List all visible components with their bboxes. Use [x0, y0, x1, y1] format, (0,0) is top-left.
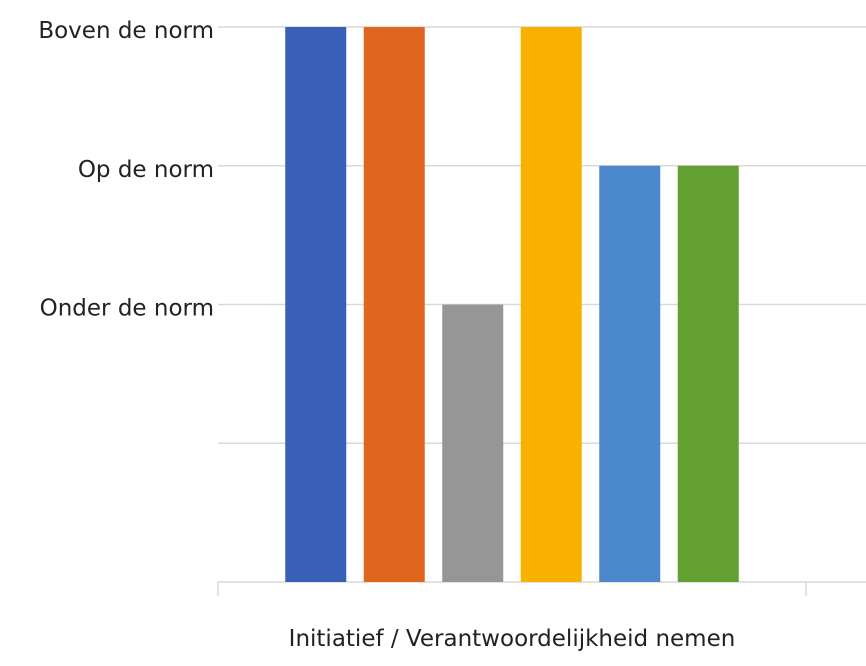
- x-tick-label: Initiatief / Verantwoordelijkheid nemen: [289, 626, 736, 652]
- bar: [520, 27, 582, 582]
- y-tick-label: Op de norm: [78, 157, 214, 183]
- y-tick-label: Boven de norm: [38, 18, 214, 44]
- y-tick-label: Onder de norm: [40, 296, 214, 322]
- bar: [285, 27, 347, 582]
- bar: [677, 165, 739, 582]
- bar: [442, 304, 504, 582]
- bar: [599, 165, 661, 582]
- bar: [363, 27, 425, 582]
